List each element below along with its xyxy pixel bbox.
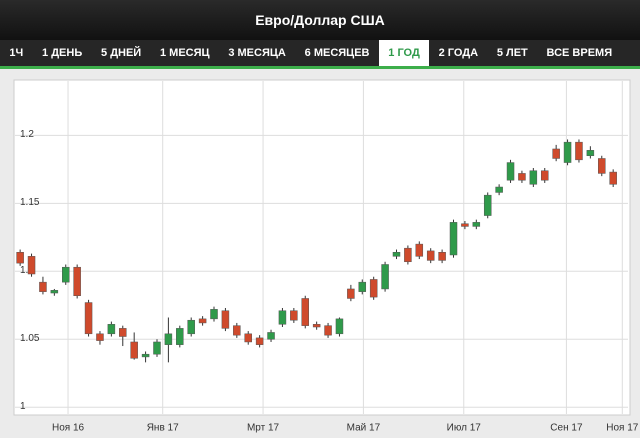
range-tab[interactable]: ВСЕ ВРЕМЯ bbox=[546, 47, 613, 59]
candle-body bbox=[438, 252, 446, 261]
candle-body bbox=[176, 328, 184, 345]
candle-body bbox=[290, 310, 298, 321]
y-tick-label: 1.05 bbox=[20, 333, 40, 344]
candle-body bbox=[381, 264, 389, 290]
candle-body bbox=[198, 318, 207, 324]
candle-body bbox=[563, 141, 572, 163]
candle-body bbox=[392, 252, 401, 257]
candle-body bbox=[495, 186, 503, 193]
candle-body bbox=[141, 353, 150, 358]
candle-body bbox=[16, 252, 24, 264]
candle-body bbox=[426, 250, 435, 261]
range-tab[interactable]: 1 МЕСЯЦ bbox=[160, 47, 210, 59]
candle-body bbox=[529, 170, 538, 185]
range-tab[interactable]: 1 ГОД bbox=[378, 40, 430, 66]
candle-body bbox=[472, 222, 481, 227]
x-tick-label: Мрт 17 bbox=[247, 423, 280, 434]
candle-body bbox=[73, 266, 81, 297]
range-tab[interactable]: 3 МЕСЯЦА bbox=[228, 47, 286, 59]
y-tick-label: 1.1 bbox=[20, 265, 34, 276]
candle-body bbox=[461, 223, 469, 227]
range-tab[interactable]: 1 ДЕНЬ bbox=[42, 47, 83, 59]
range-tab[interactable]: 5 ДНЕЙ bbox=[101, 47, 142, 59]
candle-body bbox=[130, 341, 138, 359]
header-title: Евро/Доллар США bbox=[255, 12, 385, 28]
range-tab[interactable]: 6 МЕСЯЦЕВ bbox=[304, 47, 370, 59]
x-tick-label: Сен 17 bbox=[550, 423, 583, 434]
candle-body bbox=[347, 288, 355, 299]
candle-body bbox=[96, 333, 104, 341]
chart: 1.2 1.15 1.1 1.05 1 Ноя 16 Янв 17 Мрт 17 Май 17 И… bbox=[13, 79, 639, 434]
candle-body bbox=[324, 325, 332, 336]
plot-area bbox=[13, 79, 631, 416]
y-tick-label: 1 bbox=[20, 401, 26, 412]
candle-body bbox=[278, 310, 287, 325]
candle-body bbox=[415, 243, 424, 257]
candle-body bbox=[164, 333, 173, 345]
candle-body bbox=[39, 281, 47, 292]
x-tick-label: Янв 17 bbox=[147, 423, 179, 434]
x-tick-label: Май 17 bbox=[347, 423, 381, 434]
candle-body bbox=[187, 319, 195, 335]
candle-body bbox=[598, 158, 606, 174]
candle-body bbox=[301, 298, 309, 326]
candle-body bbox=[609, 171, 617, 185]
candle-body bbox=[84, 302, 93, 335]
candle-body bbox=[210, 309, 218, 320]
candle-body bbox=[221, 310, 230, 329]
range-tab[interactable]: 5 ЛЕТ bbox=[496, 47, 528, 59]
candle-body bbox=[335, 318, 344, 335]
candle-body bbox=[483, 194, 492, 216]
y-tick-label: 1.15 bbox=[20, 197, 40, 208]
candle-body bbox=[575, 141, 583, 161]
candle-body bbox=[244, 333, 252, 343]
x-tick-label: Ноя 17 bbox=[606, 423, 639, 434]
x-tick-label: Ноя 16 bbox=[52, 423, 85, 434]
x-tick-label: Июл 17 bbox=[447, 423, 482, 434]
candle-body bbox=[518, 173, 526, 181]
candle-body bbox=[107, 324, 116, 335]
candle-body bbox=[312, 324, 321, 328]
candle-body bbox=[27, 256, 36, 275]
candle-body bbox=[153, 341, 161, 355]
candle-body bbox=[255, 337, 264, 345]
tab-bar: 1Ч 1 ДЕНЬ 5 ДНЕЙ 1 МЕСЯЦ 3 МЕСЯЦА 6 МЕСЯЦЕВ 1 … bbox=[0, 40, 640, 69]
candle-body bbox=[404, 247, 412, 263]
candle-body bbox=[119, 328, 127, 337]
candle-body bbox=[540, 170, 549, 181]
candle-body bbox=[506, 162, 515, 181]
header: Евро/Доллар США bbox=[0, 0, 640, 40]
candle-body bbox=[233, 325, 241, 336]
candle-body bbox=[358, 281, 367, 292]
range-tab[interactable]: 1Ч bbox=[9, 47, 24, 59]
candle-body bbox=[552, 148, 560, 159]
candle-body bbox=[50, 290, 59, 294]
candle-body bbox=[267, 332, 275, 340]
candle-body bbox=[369, 279, 378, 298]
candle-body bbox=[62, 266, 70, 283]
candle-body bbox=[449, 222, 458, 256]
y-tick-label: 1.2 bbox=[20, 129, 34, 140]
range-tab[interactable]: 2 ГОДА bbox=[438, 47, 479, 59]
candle-body bbox=[586, 150, 595, 157]
